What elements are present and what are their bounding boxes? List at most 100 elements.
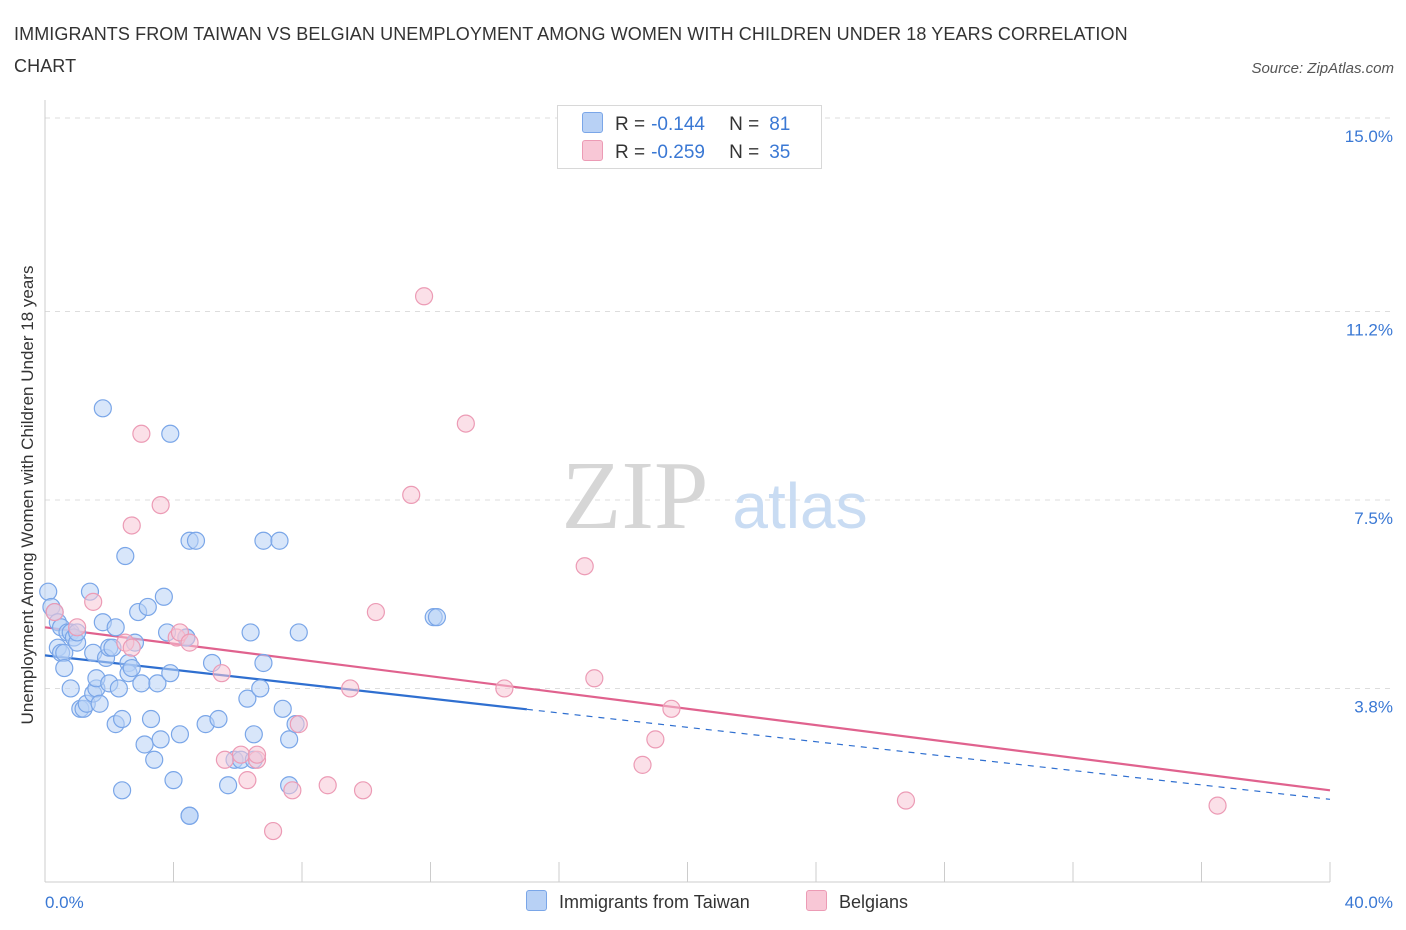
point-belgians xyxy=(353,781,373,800)
point-belgians xyxy=(585,669,604,688)
point-belgians xyxy=(662,699,681,718)
point-belgians xyxy=(289,715,308,734)
point-belgians xyxy=(45,602,64,622)
point-taiwan xyxy=(219,776,238,795)
point-belgians xyxy=(1208,796,1227,815)
legend-r-value: -0.144 xyxy=(651,114,705,135)
point-taiwan xyxy=(122,658,141,678)
point-taiwan xyxy=(138,597,157,617)
point-taiwan xyxy=(209,709,228,729)
legend-n-label: N = xyxy=(729,114,760,135)
point-taiwan xyxy=(244,725,263,744)
point-belgians xyxy=(495,679,514,698)
grid-lines xyxy=(45,117,1393,689)
point-belgians xyxy=(231,745,251,764)
legend-n-label: N = xyxy=(729,142,760,163)
legend-r-value: -0.259 xyxy=(651,142,705,163)
point-taiwan xyxy=(151,730,170,749)
point-taiwan xyxy=(93,399,112,418)
point-belgians xyxy=(633,755,652,774)
legend-row-taiwan: R = -0.144 N = 81 xyxy=(582,112,790,136)
point-belgians xyxy=(263,821,283,841)
point-belgians xyxy=(283,781,302,800)
point-taiwan xyxy=(170,725,190,744)
y-tick-label: 15.0% xyxy=(1345,127,1393,146)
watermark: ZIP atlas xyxy=(562,442,868,550)
watermark-atlas: atlas xyxy=(732,470,867,542)
legend-r-label: R = xyxy=(615,142,646,163)
watermark-zip: ZIP xyxy=(562,442,709,550)
point-taiwan xyxy=(148,674,167,693)
point-belgians xyxy=(456,414,475,433)
axes xyxy=(44,100,1331,883)
point-belgians xyxy=(151,495,170,515)
legend-swatch-belgians xyxy=(806,890,827,911)
point-taiwan xyxy=(112,781,132,800)
point-belgians xyxy=(122,638,141,657)
legend-item-belgians[interactable]: Belgians xyxy=(806,890,908,914)
y-tick-label: 11.2% xyxy=(1346,321,1393,340)
point-taiwan xyxy=(289,623,308,642)
point-belgians xyxy=(212,664,231,683)
point-taiwan xyxy=(180,806,199,825)
point-taiwan xyxy=(61,679,80,698)
chart-title: IMMIGRANTS FROM TAIWAN VS BELGIAN UNEMPL… xyxy=(14,24,1128,76)
trend-line xyxy=(44,626,1331,792)
point-taiwan xyxy=(112,709,132,729)
trend-lines xyxy=(44,626,1331,800)
point-taiwan xyxy=(141,709,161,729)
point-taiwan xyxy=(251,679,270,698)
point-taiwan xyxy=(254,653,273,673)
point-taiwan xyxy=(161,664,180,683)
legend-n-value: 35 xyxy=(769,142,791,163)
correlation-legend: R = -0.144 N = 81 R = -0.259 N = 35 xyxy=(557,105,822,169)
point-taiwan xyxy=(132,674,151,693)
legend-swatch-taiwan xyxy=(526,890,547,911)
point-belgians xyxy=(341,679,360,698)
point-belgians xyxy=(414,287,434,306)
point-belgians xyxy=(646,730,665,749)
point-belgians xyxy=(366,602,385,622)
y-axis-label: Unemployment Among Women with Children U… xyxy=(18,265,37,725)
legend-row-belgians: R = -0.259 N = 35 xyxy=(582,140,790,164)
legend-r-label: R = xyxy=(615,114,646,135)
point-belgians xyxy=(238,771,257,790)
point-taiwan xyxy=(55,658,74,678)
point-belgians xyxy=(215,750,234,769)
legend-label-belgians: Belgians xyxy=(839,892,909,912)
source-label: Source: ZipAtlas.com xyxy=(1251,60,1394,77)
point-taiwan xyxy=(273,699,292,718)
point-belgians xyxy=(318,776,337,795)
y-tick-label: 7.5% xyxy=(1354,509,1393,528)
point-belgians xyxy=(247,745,267,764)
point-taiwan xyxy=(254,531,273,550)
point-belgians xyxy=(132,424,151,443)
x-tick-label: 40.0% xyxy=(1345,893,1393,912)
point-taiwan xyxy=(154,587,173,606)
point-taiwan xyxy=(106,618,125,637)
point-taiwan xyxy=(186,531,206,550)
trend-line-extrapolated xyxy=(526,708,1331,800)
point-belgians xyxy=(84,592,103,611)
point-taiwan xyxy=(145,750,164,769)
point-belgians xyxy=(896,791,916,810)
data-points xyxy=(39,287,1227,841)
point-taiwan xyxy=(270,531,289,550)
point-taiwan xyxy=(90,694,109,713)
point-belgians xyxy=(402,485,421,505)
legend-swatch-taiwan xyxy=(582,112,603,133)
x-tick-label: 0.0% xyxy=(45,893,84,912)
series-legend: Immigrants from Taiwan Belgians xyxy=(0,890,1406,916)
point-taiwan xyxy=(135,735,154,754)
point-taiwan xyxy=(116,546,135,566)
point-taiwan xyxy=(241,623,260,642)
point-belgians xyxy=(68,618,87,637)
y-tick-label: 3.8% xyxy=(1354,697,1393,716)
legend-item-taiwan[interactable]: Immigrants from Taiwan xyxy=(526,890,750,914)
point-taiwan xyxy=(109,679,128,698)
tick-labels: 3.8% 7.5% 11.2% 15.0% 0.0% 40.0% xyxy=(45,127,1393,912)
point-belgians xyxy=(180,633,199,652)
legend-label-taiwan: Immigrants from Taiwan xyxy=(559,892,750,912)
point-belgians xyxy=(575,557,594,576)
